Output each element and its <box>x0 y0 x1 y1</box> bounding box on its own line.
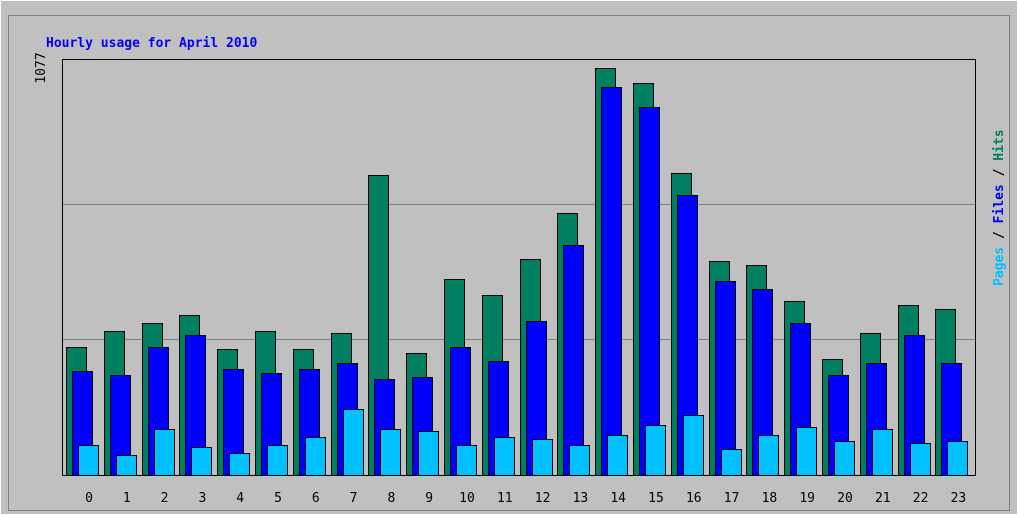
x-tick-label: 4 <box>236 491 244 506</box>
bar <box>116 455 137 476</box>
bar <box>154 429 175 476</box>
bar <box>607 435 628 476</box>
bar <box>229 453 250 476</box>
x-tick-label: 12 <box>535 491 551 506</box>
bar <box>947 441 968 476</box>
bar <box>758 435 779 476</box>
x-tick-label: 19 <box>799 491 815 506</box>
bar <box>683 415 704 476</box>
x-tick-label: 7 <box>350 491 358 506</box>
x-tick-label: 6 <box>312 491 320 506</box>
bar <box>343 409 364 476</box>
x-tick-label: 17 <box>724 491 740 506</box>
legend-entry: Files <box>992 184 1007 223</box>
bar <box>721 449 742 476</box>
bar <box>563 245 584 476</box>
bar <box>796 427 817 476</box>
bar <box>494 437 515 476</box>
x-tick-label: 22 <box>913 491 929 506</box>
bar <box>910 443 931 476</box>
bar <box>645 425 666 476</box>
x-tick-label: 9 <box>425 491 433 506</box>
x-tick-label: 11 <box>497 491 513 506</box>
x-tick-label: 10 <box>459 491 475 506</box>
bar <box>418 431 439 476</box>
bar <box>191 447 212 476</box>
x-tick-label: 5 <box>274 491 282 506</box>
y-tick-label: 1077 <box>34 52 49 83</box>
bar <box>834 441 855 476</box>
bar <box>456 445 477 476</box>
x-tick-label: 0 <box>85 491 93 506</box>
chart-title: Hourly usage for April 2010 <box>46 36 257 51</box>
bar <box>305 437 326 476</box>
legend-entry: Hits <box>992 129 1007 160</box>
bar <box>715 281 736 476</box>
x-tick-label: 13 <box>573 491 589 506</box>
x-tick-label: 8 <box>387 491 395 506</box>
x-tick-label: 2 <box>161 491 169 506</box>
x-tick-label: 23 <box>951 491 967 506</box>
x-tick-label: 20 <box>837 491 853 506</box>
x-tick-label: 18 <box>762 491 778 506</box>
bar <box>569 445 590 476</box>
x-tick-label: 15 <box>648 491 664 506</box>
bar <box>78 445 99 476</box>
x-tick-label: 1 <box>123 491 131 506</box>
x-tick-label: 16 <box>686 491 702 506</box>
bar <box>872 429 893 476</box>
bar <box>639 107 660 476</box>
legend-separator: / <box>992 223 1007 246</box>
bar <box>267 445 288 476</box>
bar <box>532 439 553 476</box>
bar <box>380 429 401 476</box>
x-tick-label: 21 <box>875 491 891 506</box>
inner-frame <box>8 15 1010 511</box>
legend: Pages / Files / Hits <box>992 129 1007 286</box>
bar <box>601 87 622 476</box>
legend-entry: Pages <box>992 247 1007 286</box>
x-tick-label: 14 <box>610 491 626 506</box>
x-tick-label: 3 <box>198 491 206 506</box>
legend-separator: / <box>992 161 1007 184</box>
